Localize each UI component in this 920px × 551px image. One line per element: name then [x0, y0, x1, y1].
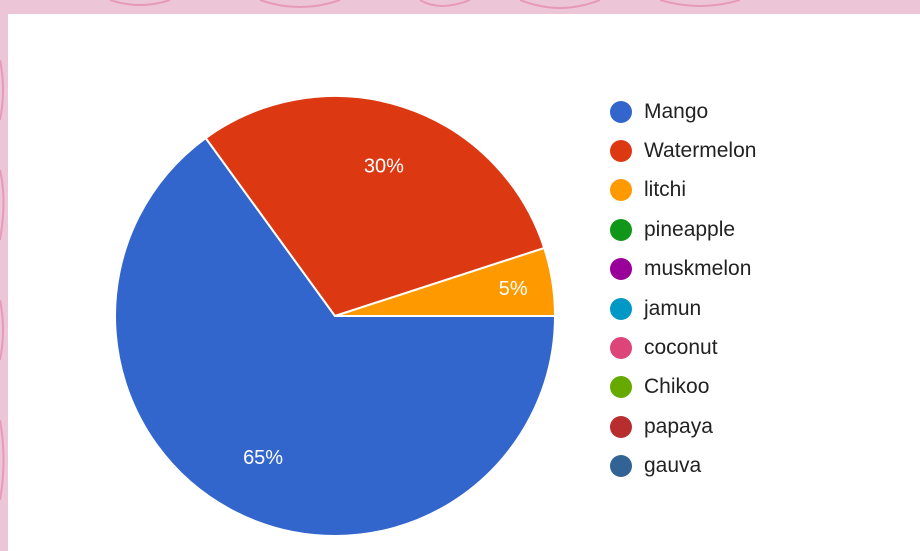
legend-swatch	[610, 100, 632, 123]
legend-swatch	[610, 258, 632, 281]
legend-item-watermelon[interactable]: Watermelon	[610, 131, 756, 170]
legend-item-coconut[interactable]: coconut	[610, 328, 756, 367]
legend-swatch	[610, 376, 632, 399]
legend-swatch	[610, 455, 632, 478]
legend-swatch	[610, 415, 632, 438]
pie-label-litchi: 5%	[499, 278, 528, 300]
legend-label: gauva	[644, 454, 702, 478]
pie-chart: 65% 30% 5%	[114, 95, 557, 537]
legend-swatch	[610, 297, 632, 320]
legend-item-pineapple[interactable]: pineapple	[610, 210, 756, 249]
legend-label: coconut	[644, 336, 718, 360]
chart-card: 65% 30% 5% Mango Watermelon litchi pineapple m…	[8, 14, 920, 551]
pie-label-mango: 65%	[243, 447, 283, 469]
pie-slice-watermelon[interactable]	[204, 95, 546, 318]
legend-swatch	[610, 140, 632, 163]
legend-label: jamun	[644, 296, 702, 320]
legend-swatch	[610, 179, 632, 202]
chart-legend: Mango Watermelon litchi pineapple muskmelon j…	[610, 92, 756, 486]
pie-slice-mango[interactable]	[114, 136, 557, 537]
legend-label: Mango	[644, 99, 709, 123]
pie-label-watermelon: 30%	[364, 155, 404, 177]
legend-label: papaya	[644, 414, 713, 438]
legend-item-jamun[interactable]: jamun	[610, 289, 756, 328]
legend-swatch	[610, 337, 632, 360]
pie-slice-litchi[interactable]	[334, 246, 557, 317]
legend-label: pineapple	[644, 217, 736, 241]
legend-label: Chikoo	[644, 375, 710, 399]
legend-swatch	[610, 218, 632, 241]
legend-label: muskmelon	[644, 257, 752, 281]
legend-item-muskmelon[interactable]: muskmelon	[610, 250, 756, 289]
legend-item-papaya[interactable]: papaya	[610, 407, 756, 446]
legend-item-gauva[interactable]: gauva	[610, 447, 756, 486]
legend-item-litchi[interactable]: litchi	[610, 171, 756, 210]
legend-label: Watermelon	[644, 139, 757, 163]
legend-item-chikoo[interactable]: Chikoo	[610, 368, 756, 407]
legend-item-mango[interactable]: Mango	[610, 92, 756, 131]
legend-label: litchi	[644, 178, 687, 202]
